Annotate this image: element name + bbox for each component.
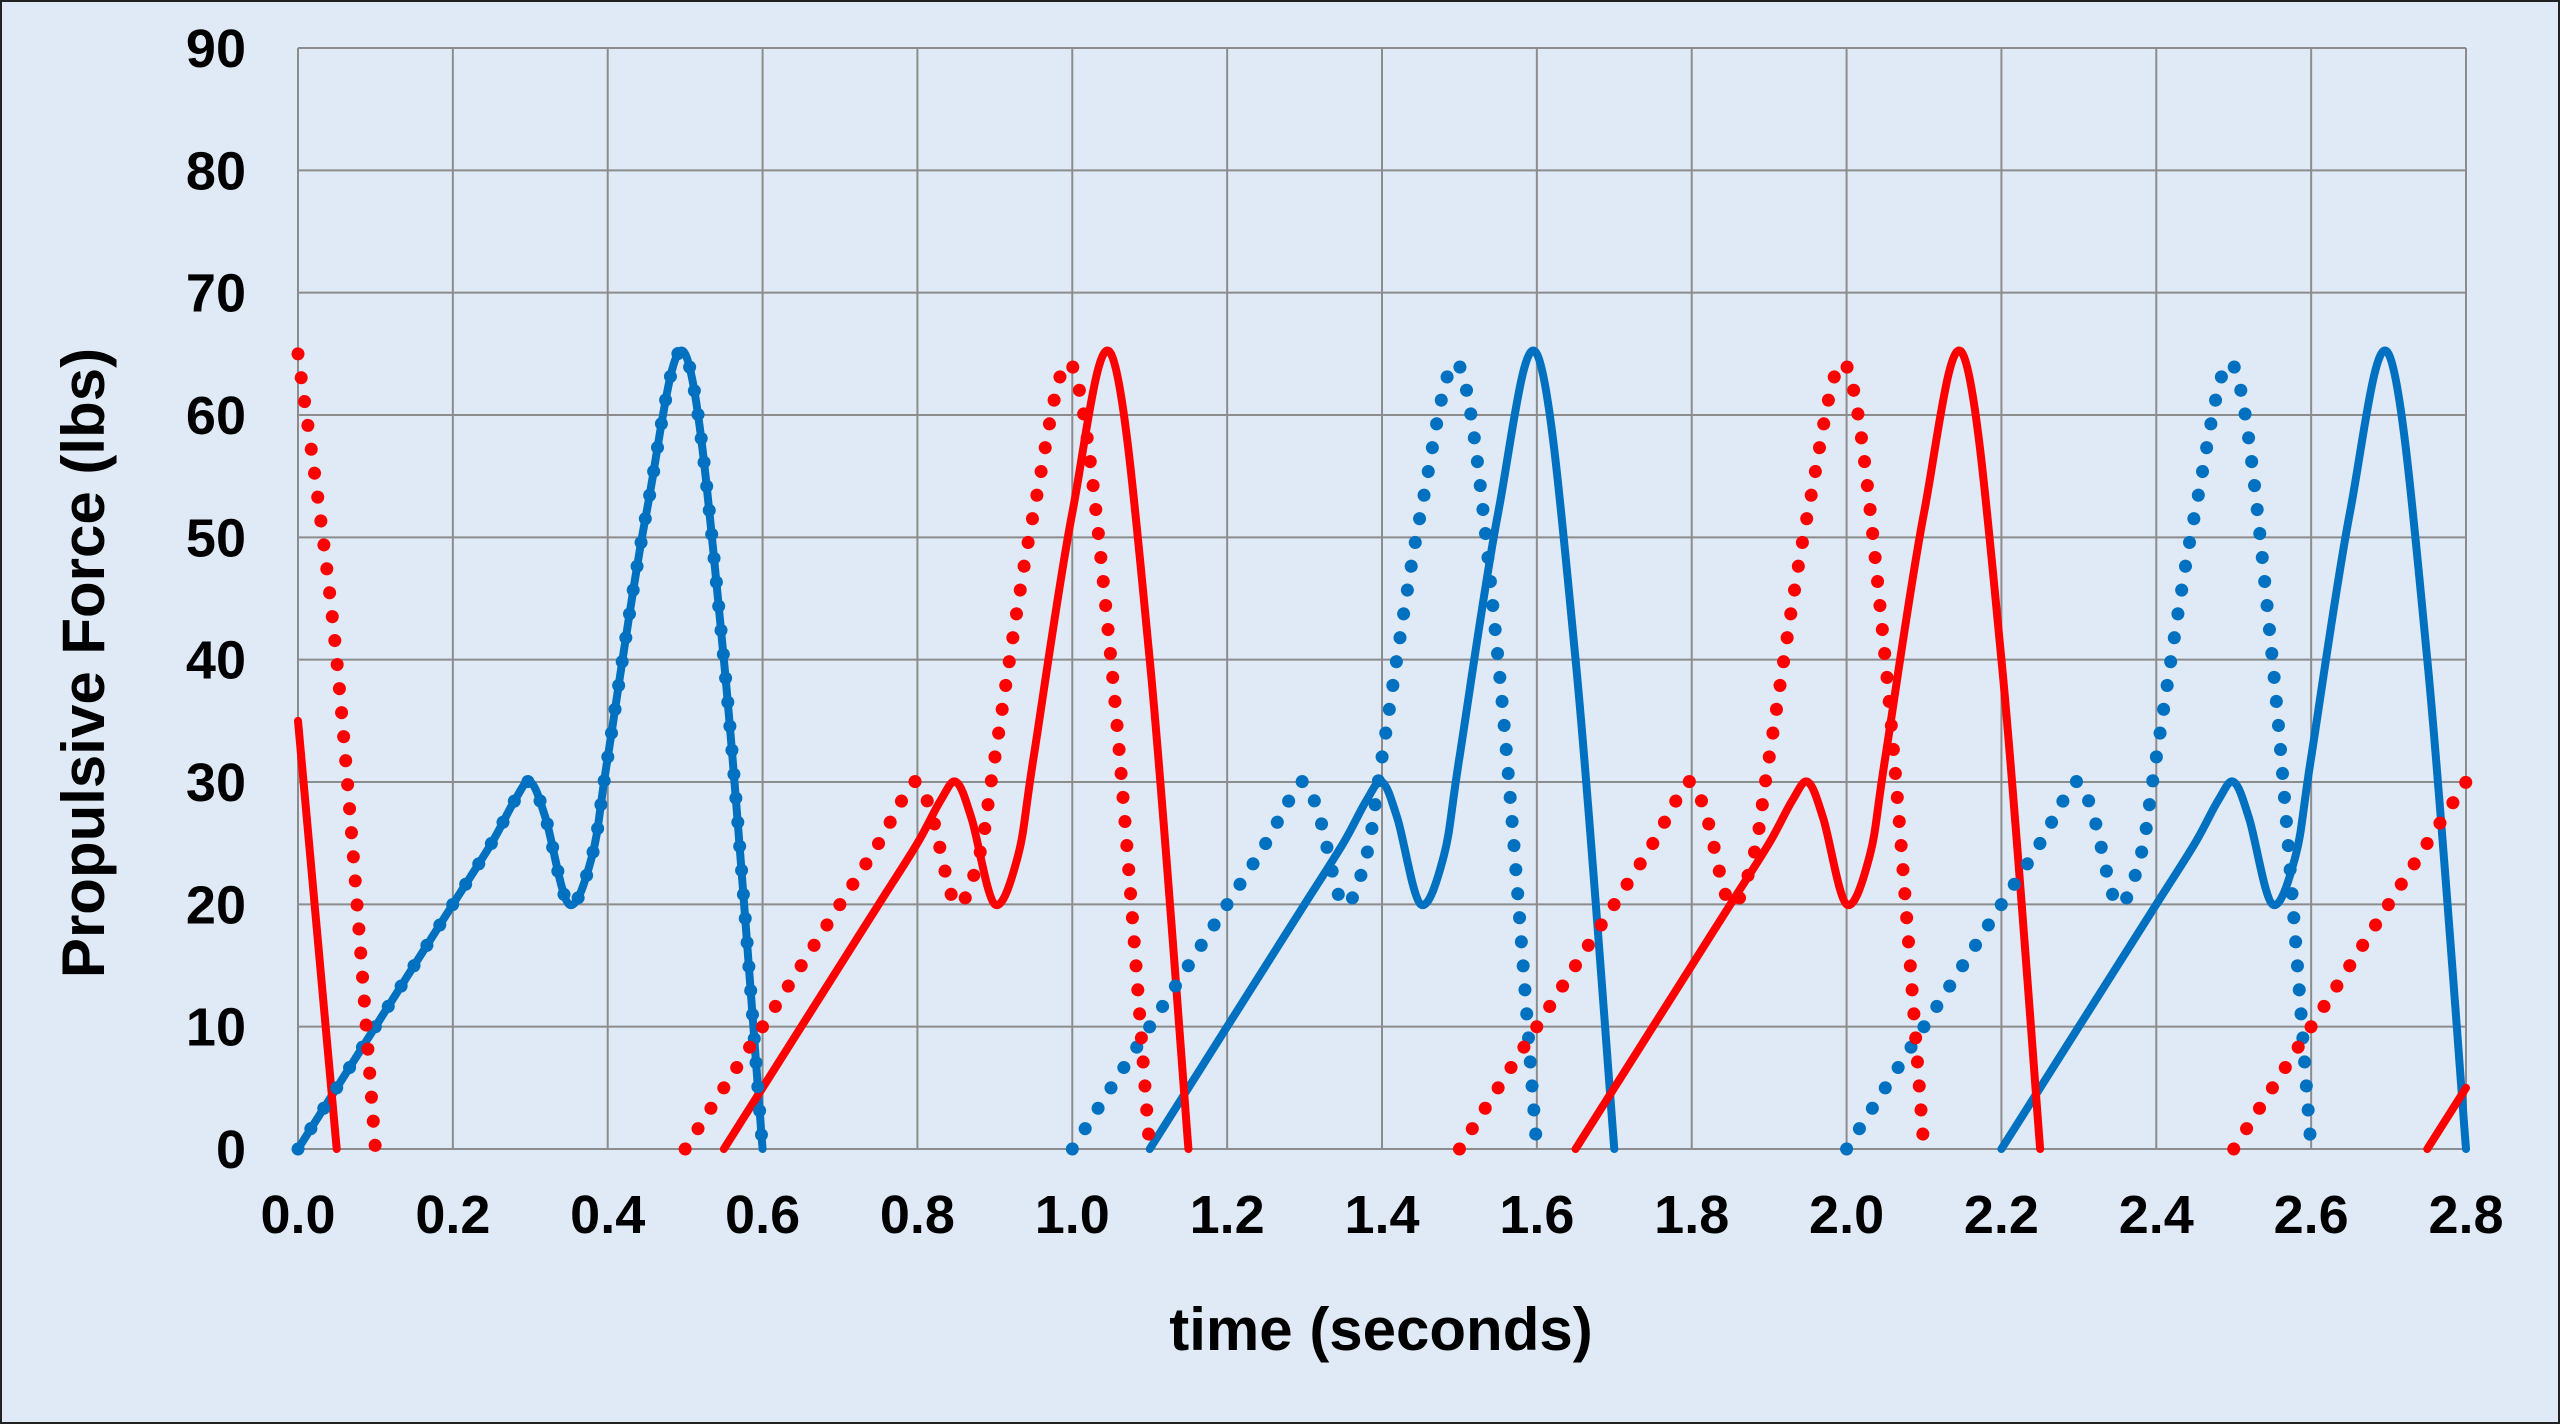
x-tick-label: 0.6 [725,1185,800,1245]
red-dotted-series [291,347,382,1156]
x-tick-label: 2.6 [2274,1185,2349,1245]
red-dotted-series [1452,356,1931,1156]
x-tick-label: 1.4 [1344,1185,1419,1245]
red-dotted-series [678,356,1157,1156]
x-tick-label: 1.2 [1190,1185,1265,1245]
blue-dotted-series [1840,356,2318,1156]
x-tick-label: 2.0 [1809,1185,1884,1245]
x-tick-label: 0.2 [415,1185,490,1245]
blue-solid-series [1145,346,1619,1153]
y-tick-label: 30 [186,753,246,813]
x-tick-label: 0.8 [880,1185,955,1245]
red-solid-series [2423,1083,2470,1153]
red-solid-series [294,716,341,1153]
blue-solid-series [1997,346,2470,1153]
y-tick-label: 70 [186,264,246,324]
y-tick-label: 60 [186,386,246,446]
x-tick-label: 2.2 [1964,1185,2039,1245]
blue-dotted-series [291,344,770,1156]
x-tick-label: 1.8 [1654,1185,1729,1245]
red-dotted-series [2227,775,2473,1156]
y-tick-label: 0 [216,1120,246,1180]
x-tick-label: 2.4 [2119,1185,2194,1245]
x-axis-title: time (seconds) [1169,1296,1592,1363]
series-layer [291,344,2473,1156]
y-tick-label: 80 [186,141,246,201]
y-tick-label: 40 [186,631,246,691]
x-tick-label: 1.0 [1035,1185,1110,1245]
grid [297,47,2467,1150]
y-axis-title: Propulsive Force (lbs) [50,348,117,978]
red-solid-series [1571,346,2045,1153]
x-tick-label: 0.4 [570,1185,645,1245]
x-tick-label: 2.8 [2428,1185,2503,1245]
y-tick-label: 10 [186,998,246,1058]
y-tick-label: 90 [186,19,246,79]
blue-dotted-series [1065,356,1544,1156]
tick-labels: 0.0 0.2 0.4 0.6 0.8 1.0 1.2 1.4 1.6 1.8 2.0 2.2 2.4 2… [186,19,2504,1245]
y-tick-label: 20 [186,875,246,935]
red-solid-series [719,346,1193,1153]
x-tick-label: 0.0 [260,1185,335,1245]
y-tick-label: 50 [186,508,246,568]
x-tick-label: 1.6 [1499,1185,1574,1245]
